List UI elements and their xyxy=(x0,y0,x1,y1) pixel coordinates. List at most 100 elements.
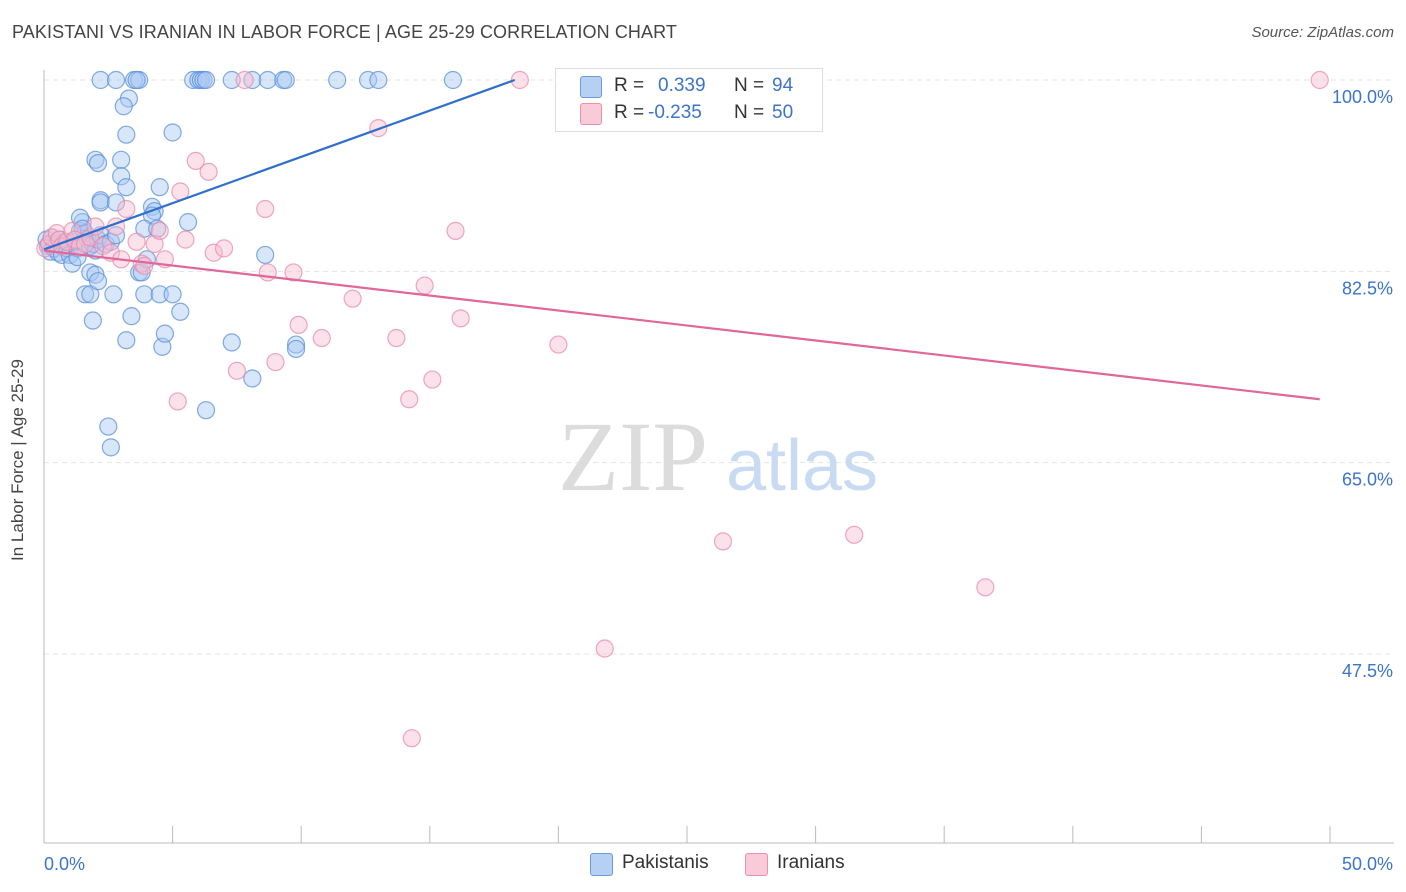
legend-n-label-pakistanis: N = xyxy=(734,75,765,96)
pakistani-point-71 xyxy=(135,285,154,304)
pakistani-point-45 xyxy=(196,401,216,420)
chart-title: PAKISTANI VS IRANIAN IN LABOR FORCE | AG… xyxy=(12,22,677,42)
pakistani-point-73 xyxy=(163,285,182,304)
iranian-point-51 xyxy=(976,578,995,597)
pakistani-point-31 xyxy=(76,285,95,304)
iranian-point-31 xyxy=(256,199,275,219)
pakistani-point-68 xyxy=(148,219,167,238)
legend-r-label-pakistanis: R = xyxy=(614,75,645,96)
iranian-point-53 xyxy=(168,392,187,411)
iranian-point-45 xyxy=(451,309,470,328)
iranian-point-52 xyxy=(1310,70,1329,90)
pakistani-point-80 xyxy=(127,70,146,90)
iranian-point-47 xyxy=(549,335,568,354)
pakistani-point-37 xyxy=(117,331,136,350)
legend-n-label-iranians: N = xyxy=(734,102,765,123)
pakistani-point-40 xyxy=(171,302,190,321)
pakistani-point-55 xyxy=(88,153,108,173)
iranian-point-43 xyxy=(423,370,442,389)
watermark-atlas: atlas xyxy=(726,426,878,506)
pakistani-point-33 xyxy=(88,272,108,291)
iranian-point-28 xyxy=(204,243,223,262)
pakistani-point-52 xyxy=(112,150,131,169)
series-swatch-iranians xyxy=(745,853,768,876)
pakistani-point-91 xyxy=(328,70,347,90)
pakistani-point-94 xyxy=(443,70,463,90)
iranian-point-36 xyxy=(312,328,331,348)
iranian-point-35 xyxy=(289,315,308,335)
pakistani-point-93 xyxy=(369,70,388,90)
iranian-point-39 xyxy=(387,328,406,348)
pakistani-point-90 xyxy=(276,70,295,90)
y-tick-label-2: 82.5% xyxy=(1342,278,1393,298)
iranian-point-22 xyxy=(150,221,169,240)
correlation-legend: R = 0.339 N = 94 R = -0.235 N = 50 xyxy=(555,68,823,132)
pakistani-point-46 xyxy=(99,417,118,436)
pakistani-point-44 xyxy=(286,339,306,359)
pakistani-point-51 xyxy=(163,123,182,142)
pakistani-point-47 xyxy=(101,438,120,457)
legend-r-value-iranians: -0.235 xyxy=(648,102,702,123)
iranian-point-46 xyxy=(510,70,529,90)
pakistani-point-35 xyxy=(83,311,102,330)
iranian-trend-line xyxy=(43,249,1320,401)
pakistani-point-86 xyxy=(222,70,241,90)
pakistani-point-74 xyxy=(256,245,275,265)
iranian-point-37 xyxy=(343,289,362,308)
legend-n-value-pakistanis: 94 xyxy=(772,75,794,96)
iranian-point-33 xyxy=(266,352,285,372)
iranian-point-34 xyxy=(284,263,303,282)
legend-swatch-pakistanis xyxy=(580,76,602,98)
legend-r-value-pakistanis: 0.339 xyxy=(658,75,706,96)
iranian-point-50 xyxy=(845,525,864,544)
pakistani-point-41 xyxy=(222,333,241,352)
pakistani-point-77 xyxy=(106,70,126,90)
pakistani-trend-line xyxy=(43,78,516,251)
pakistani-point-34 xyxy=(104,285,123,304)
pakistani-point-87 xyxy=(243,70,262,90)
y-tick-label-0: 47.5% xyxy=(1342,661,1393,681)
iranian-point-54 xyxy=(235,70,254,90)
pakistani-point-49 xyxy=(114,97,133,116)
pakistani-point-39 xyxy=(155,324,174,343)
pakistani-point-57 xyxy=(150,178,169,197)
iranian-point-29 xyxy=(214,239,234,258)
series-swatch-pakistanis xyxy=(590,853,613,876)
pakistani-point-60 xyxy=(106,193,126,212)
iranian-point-40 xyxy=(400,390,419,409)
pakistani-point-59 xyxy=(91,193,110,212)
chart-source: Source: ZipAtlas.com xyxy=(1251,24,1394,41)
pakistani-point-50 xyxy=(117,125,136,144)
iranian-point-41 xyxy=(402,729,421,748)
iranian-point-26 xyxy=(186,151,205,171)
legend-n-value-iranians: 50 xyxy=(772,102,794,123)
series-label-iranians: Iranians xyxy=(777,852,845,873)
iranian-point-17 xyxy=(117,199,136,219)
pakistani-point-85 xyxy=(196,70,216,90)
iranian-point-48 xyxy=(595,639,614,658)
pakistani-point-76 xyxy=(91,70,110,90)
pakistani-point-53 xyxy=(112,167,131,186)
y-tick-label-3: 100.0% xyxy=(1332,87,1393,107)
y-tick-label-1: 65.0% xyxy=(1342,470,1393,490)
pakistani-point-43 xyxy=(286,335,306,354)
iranian-point-30 xyxy=(227,361,246,380)
x-tick-label-max: 50.0% xyxy=(1342,854,1393,874)
series-label-pakistanis: Pakistanis xyxy=(622,852,709,873)
x-tick-label-min: 0.0% xyxy=(44,854,85,874)
pakistani-point-54 xyxy=(86,150,105,169)
iranian-point-25 xyxy=(176,230,195,249)
pakistani-point-92 xyxy=(358,70,378,90)
watermark-zip: ZIP xyxy=(558,401,708,512)
iranian-point-44 xyxy=(446,221,465,240)
pakistani-point-65 xyxy=(178,213,198,232)
iranian-point-42 xyxy=(415,276,434,295)
iranian-point-27 xyxy=(199,162,218,181)
pakistani-point-72 xyxy=(150,285,169,304)
pakistani-point-42 xyxy=(243,369,262,388)
legend-r-label-iranians: R = xyxy=(614,102,645,123)
pakistani-point-56 xyxy=(117,178,136,197)
pakistani-point-81 xyxy=(184,70,203,90)
legend-swatch-iranians xyxy=(580,103,602,125)
